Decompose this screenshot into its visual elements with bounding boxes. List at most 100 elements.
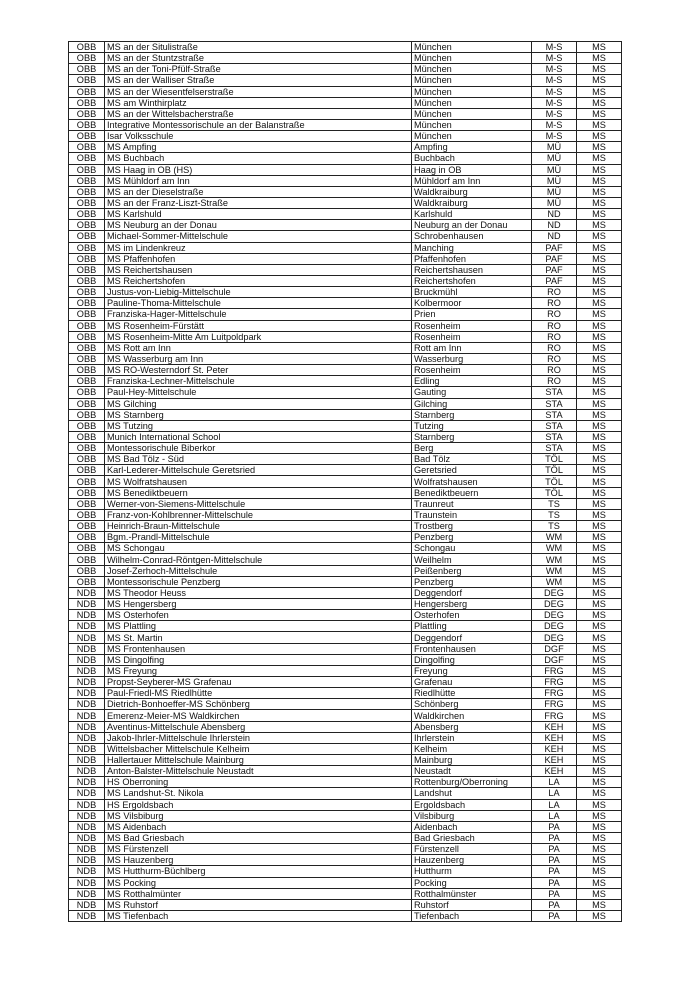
region-cell: NDB [68,709,105,722]
district-cell: M-S [531,40,577,54]
type-cell: MS [576,865,622,878]
type-cell: MS [576,486,622,499]
region-cell: OBB [68,419,105,432]
school-name-cell: Integrative Montessorischule an der Bala… [104,118,412,132]
school-name-cell: MS im Lindenkreuz [104,241,412,254]
region-cell: OBB [68,241,105,254]
table-row: NDB MS Landshut-St. Nikola Landshut LA MS [68,787,622,800]
city-cell: Reichertshausen [411,263,532,276]
type-cell: MS [576,185,622,198]
region-cell: NDB [68,698,105,711]
city-cell: Grafenau [411,676,532,689]
type-cell: MS [576,386,622,399]
city-cell: Schönberg [411,698,532,711]
type-cell: MS [576,809,622,822]
region-cell: OBB [68,341,105,354]
table-row: NDB MS Plattling Plattling DEG MS [68,620,622,633]
table-row: OBB Franziska-Hager-Mittelschule Prien RO MS [68,308,622,321]
region-cell: NDB [68,642,105,655]
district-cell: DGF [531,653,577,666]
school-name-cell: MS RO-Westerndorf St. Peter [104,364,412,377]
region-cell: NDB [68,676,105,689]
table-row: OBB MS Rosenheim-Fürstätt Rosenheim RO MS [68,319,622,332]
district-cell: FRG [531,676,577,689]
table-row: OBB MS an der Franz-Liszt-Straße Waldkraib… [68,196,622,210]
type-cell: MS [576,909,622,923]
city-cell: Ergoldsbach [411,798,532,811]
district-cell: LA [531,809,577,822]
district-cell: PA [531,843,577,856]
district-cell: TS [531,520,577,533]
city-cell: Rosenheim [411,319,532,332]
school-name-cell: MS an der Dieselstraße [104,185,412,198]
region-cell: OBB [68,85,105,98]
district-cell: RO [531,352,577,366]
city-cell: Gilching [411,397,532,410]
type-cell: MS [576,219,622,232]
district-cell: LA [531,798,577,811]
region-cell: OBB [68,230,105,243]
school-name-cell: MS Wasserburg am Inn [104,352,412,366]
district-cell: MÜ [531,174,577,187]
school-name-cell: Propst-Seyberer-MS Grafenau [104,676,412,689]
city-cell: Waldkraiburg [411,185,532,198]
table-row: OBB MS Benediktbeuern Benediktbeuern TÖL MS [68,486,622,499]
region-cell: NDB [68,809,105,822]
region-cell: OBB [68,118,105,132]
district-cell: KEH [531,731,577,744]
school-name-cell: Hallertauer Mittelschule Mainburg [104,753,412,767]
table-row: OBB MS Bad Tölz - Süd Bad Tölz TÖL MS [68,453,622,466]
school-name-cell: MS Wolfratshausen [104,475,412,488]
school-name-cell: Karl-Lederer-Mittelschule Geretsried [104,464,412,477]
type-cell: MS [576,174,622,187]
district-cell: FRG [531,709,577,722]
type-cell: MS [576,798,622,811]
region-cell: NDB [68,898,105,911]
region-cell: NDB [68,798,105,811]
school-name-cell: MS an der Wittelsbacherstraße [104,107,412,120]
table-row: OBB Montessorischule Penzberg Penzberg WM MS [68,575,622,588]
region-cell: NDB [68,854,105,867]
region-cell: NDB [68,787,105,800]
table-row: NDB Wittelsbacher Mittelschule Kelheim Kel… [68,742,622,756]
table-row: OBB MS Reichertshofen Reichertshofen PAF MS [68,274,622,288]
city-cell: Gauting [411,386,532,399]
city-cell: Manching [411,241,532,254]
table-row: OBB MS Neuburg an der Donau Neuburg an der… [68,219,622,232]
region-cell: OBB [68,163,105,176]
table-row: OBB MS RO-Westerndorf St. Peter Rosenheim R… [68,364,622,377]
school-name-cell: MS Mühldorf am Inn [104,174,412,187]
table-row: OBB MS im Lindenkreuz Manching PAF MS [68,241,622,254]
region-cell: OBB [68,52,105,65]
school-name-cell: MS Bad Tölz - Süd [104,453,412,466]
table-row: OBB Munich International School Starnberg S… [68,430,622,444]
region-cell: NDB [68,720,105,733]
region-cell: NDB [68,776,105,789]
region-cell: OBB [68,63,105,76]
district-cell: PA [531,887,577,900]
district-cell: KEH [531,765,577,778]
district-cell: TS [531,497,577,510]
type-cell: MS [576,430,622,444]
district-cell: M-S [531,63,577,76]
school-name-cell: MS Haag in OB (HS) [104,163,412,176]
city-cell: Penzberg [411,531,532,544]
type-cell: MS [576,642,622,655]
type-cell: MS [576,676,622,689]
school-name-cell: MS Pfaffenhofen [104,252,412,265]
school-name-cell: Pauline-Thoma-Mittelschule [104,297,412,310]
school-name-cell: Michael-Sommer-Mittelschule [104,230,412,243]
city-cell: Deggendorf [411,631,532,644]
table-row: OBB Heinrich-Braun-Mittelschule Trostberg T… [68,520,622,533]
school-name-cell: MS Tiefenbach [104,909,412,923]
table-row: OBB Michael-Sommer-Mittelschule Schrobenha… [68,230,622,243]
school-name-cell: Paul-Friedl-MS Riedlhütte [104,687,412,700]
city-cell: München [411,118,532,132]
district-cell: MÜ [531,152,577,165]
school-name-cell: Franziska-Lechner-Mittelschule [104,375,412,388]
type-cell: MS [576,152,622,165]
region-cell: OBB [68,107,105,120]
school-name-cell: Isar Volksschule [104,130,412,143]
district-cell: ND [531,219,577,232]
city-cell: München [411,85,532,98]
